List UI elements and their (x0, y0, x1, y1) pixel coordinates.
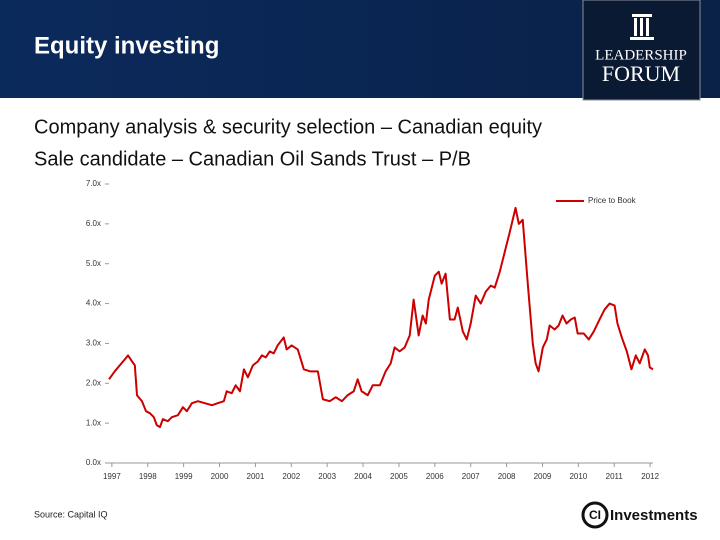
x-tick-label: 2002 (282, 472, 300, 481)
source-note: Source: Capital IQ (34, 509, 108, 519)
y-tick-label: 0.0x (86, 458, 101, 467)
y-tick-label: 4.0x (86, 299, 101, 308)
x-tick-label: 2006 (426, 472, 444, 481)
footer-logo-mark: CI (589, 508, 601, 522)
slide-title: Equity investing (34, 32, 219, 59)
x-tick-label: 2000 (211, 472, 229, 481)
logo-text: FORUM (602, 61, 680, 86)
subtitle: Company analysis & security selection – … (34, 116, 542, 138)
logo-icon (630, 14, 654, 40)
x-tick-label: 2007 (462, 472, 480, 481)
x-tick-label: 2012 (641, 472, 659, 481)
x-tick-label: 2001 (247, 472, 265, 481)
footer-logo-icon (581, 501, 609, 529)
footer-logo-text: Investments (610, 507, 698, 524)
line-series (108, 206, 654, 429)
y-tick-label: 7.0x (86, 179, 101, 188)
x-tick-label: 2005 (390, 472, 408, 481)
legend-label: Price to Book (588, 196, 637, 205)
x-tick-label: 1999 (175, 472, 193, 481)
x-tick-label: 2011 (606, 472, 624, 481)
y-tick-label: 5.0x (86, 259, 101, 268)
x-tick-label: 1997 (103, 472, 121, 481)
y-tick-label: 1.0x (86, 418, 101, 427)
y-tick-label: 6.0x (86, 219, 101, 228)
y-tick-label: 2.0x (86, 378, 101, 387)
x-tick-label: 2008 (498, 472, 516, 481)
y-tick-label: 3.0x (86, 339, 101, 348)
x-tick-label: 2009 (534, 472, 552, 481)
x-tick-label: 2004 (354, 472, 372, 481)
x-tick-label: 2003 (318, 472, 336, 481)
x-tick-label: 2010 (569, 472, 587, 481)
subtitle: Sale candidate – Canadian Oil Sands Trus… (34, 148, 471, 170)
x-tick-label: 1998 (139, 472, 157, 481)
logo-text: LEADERSHIP (595, 47, 687, 63)
